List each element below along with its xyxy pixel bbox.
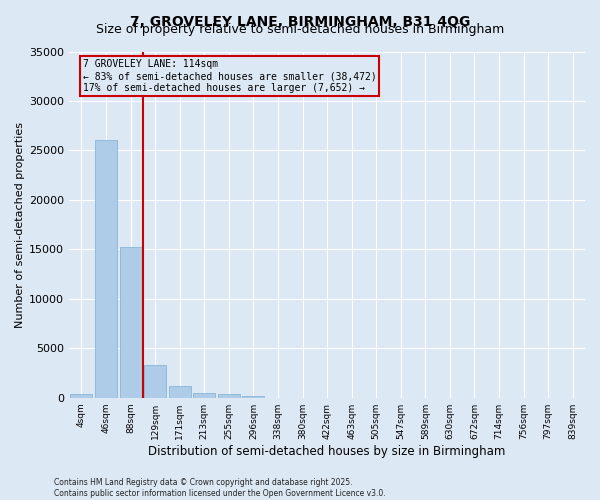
Y-axis label: Number of semi-detached properties: Number of semi-detached properties: [15, 122, 25, 328]
Text: 7 GROVELEY LANE: 114sqm
← 83% of semi-detached houses are smaller (38,472)
17% o: 7 GROVELEY LANE: 114sqm ← 83% of semi-de…: [83, 60, 376, 92]
Text: Contains HM Land Registry data © Crown copyright and database right 2025.
Contai: Contains HM Land Registry data © Crown c…: [54, 478, 386, 498]
X-axis label: Distribution of semi-detached houses by size in Birmingham: Distribution of semi-detached houses by …: [148, 444, 506, 458]
Text: 7, GROVELEY LANE, BIRMINGHAM, B31 4QG: 7, GROVELEY LANE, BIRMINGHAM, B31 4QG: [130, 15, 470, 29]
Bar: [169, 386, 191, 398]
Bar: [119, 248, 142, 398]
Bar: [70, 394, 92, 398]
Bar: [144, 365, 166, 398]
Bar: [218, 394, 240, 398]
Bar: [193, 393, 215, 398]
Bar: [242, 396, 265, 398]
Text: Size of property relative to semi-detached houses in Birmingham: Size of property relative to semi-detach…: [96, 22, 504, 36]
Bar: [95, 140, 117, 398]
